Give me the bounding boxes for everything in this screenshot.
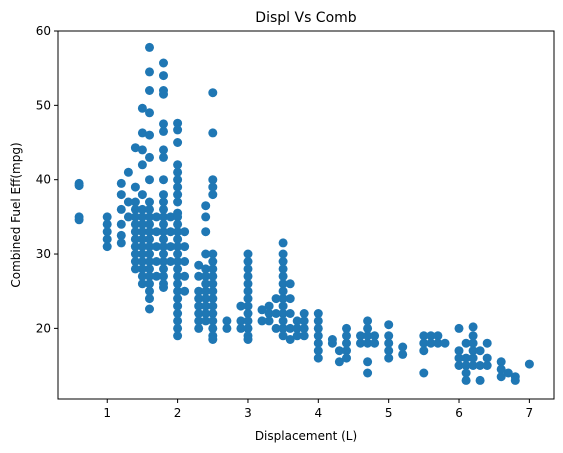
data-point	[75, 215, 84, 224]
data-point	[328, 339, 337, 348]
data-point	[286, 279, 295, 288]
data-point	[159, 283, 168, 292]
data-point	[384, 354, 393, 363]
data-point	[286, 309, 295, 318]
y-tick-label: 20	[36, 321, 51, 335]
data-point	[159, 90, 168, 99]
data-point	[201, 212, 210, 221]
data-point	[159, 59, 168, 68]
data-point	[173, 331, 182, 340]
data-point	[75, 181, 84, 190]
data-point	[138, 160, 147, 169]
data-point	[117, 220, 126, 229]
data-point	[145, 86, 154, 95]
data-point	[208, 88, 217, 97]
data-point	[286, 294, 295, 303]
data-point	[117, 205, 126, 214]
y-tick-label: 30	[36, 247, 51, 261]
data-point	[103, 242, 112, 251]
data-point	[180, 257, 189, 266]
data-point	[455, 324, 464, 333]
data-point	[145, 67, 154, 76]
data-point	[194, 324, 203, 333]
x-tick-label: 4	[314, 406, 322, 420]
data-point	[138, 145, 147, 154]
data-point	[145, 175, 154, 184]
x-tick-label: 2	[174, 406, 182, 420]
data-point	[300, 331, 309, 340]
y-tick-label: 60	[36, 24, 51, 38]
x-tick-label: 1	[103, 406, 111, 420]
data-point	[180, 272, 189, 281]
data-point	[222, 324, 231, 333]
data-point	[342, 354, 351, 363]
data-point	[265, 316, 274, 325]
data-point	[117, 238, 126, 247]
data-point	[117, 190, 126, 199]
data-point	[398, 350, 407, 359]
data-point	[483, 361, 492, 370]
data-point	[370, 339, 379, 348]
data-point	[173, 138, 182, 147]
data-point	[180, 242, 189, 251]
data-point	[279, 238, 288, 247]
chart-title: Displ Vs Comb	[255, 10, 356, 26]
data-point	[208, 128, 217, 137]
data-point	[469, 322, 478, 331]
data-point	[145, 108, 154, 117]
data-point	[131, 183, 140, 192]
data-point	[419, 346, 428, 355]
data-point	[476, 376, 485, 385]
data-point	[525, 360, 534, 369]
data-point	[314, 354, 323, 363]
data-point	[363, 369, 372, 378]
data-point	[462, 376, 471, 385]
data-point	[159, 127, 168, 136]
data-point	[201, 201, 210, 210]
y-axis-label: Combined Fuel Eff(mpg)	[9, 142, 23, 287]
data-point	[180, 287, 189, 296]
data-point	[384, 320, 393, 329]
data-point	[145, 305, 154, 314]
data-point	[476, 346, 485, 355]
data-point	[124, 168, 133, 177]
data-point	[441, 339, 450, 348]
data-point	[138, 190, 147, 199]
data-point	[483, 339, 492, 348]
data-point	[117, 179, 126, 188]
data-point	[201, 227, 210, 236]
x-tick-label: 5	[385, 406, 393, 420]
data-point	[208, 190, 217, 199]
data-point	[145, 43, 154, 52]
data-point	[511, 376, 520, 385]
data-point	[145, 131, 154, 140]
x-axis-label: Displacement (L)	[255, 429, 357, 443]
y-tick-label: 50	[36, 98, 51, 112]
x-tick-label: 3	[244, 406, 252, 420]
data-point	[159, 71, 168, 80]
x-tick-label: 7	[526, 406, 534, 420]
data-point	[180, 227, 189, 236]
data-point	[208, 335, 217, 344]
y-tick-label: 40	[36, 173, 51, 187]
data-point	[145, 153, 154, 162]
data-point	[159, 175, 168, 184]
data-point	[159, 153, 168, 162]
data-point	[145, 294, 154, 303]
data-point	[419, 369, 428, 378]
x-tick-label: 6	[455, 406, 463, 420]
data-point	[363, 357, 372, 366]
data-point	[244, 335, 253, 344]
data-point	[173, 125, 182, 134]
data-point	[173, 198, 182, 207]
